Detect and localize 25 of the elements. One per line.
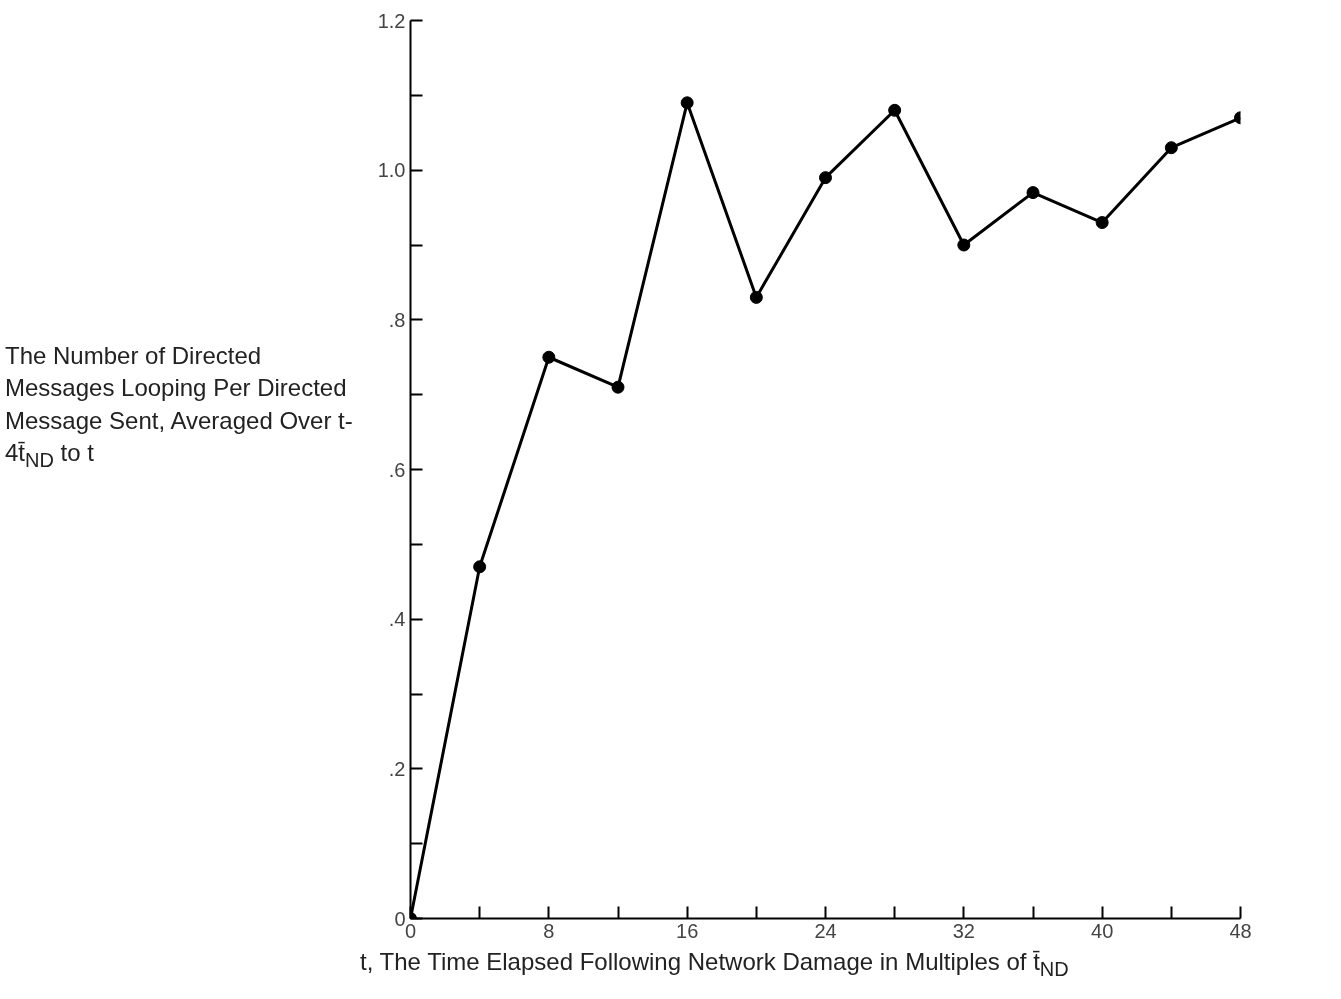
x-axis-title: t, The Time Elapsed Following Network Damage in Multiples of t̄$_{ND}$	[360, 947, 1069, 982]
point	[473, 560, 487, 574]
point	[1026, 186, 1040, 200]
point	[749, 290, 763, 304]
x-tick-label: 24	[814, 919, 837, 942]
point	[542, 350, 556, 364]
y-tick-label: .6	[388, 458, 406, 481]
point	[819, 171, 832, 185]
point	[888, 103, 902, 117]
y-tick-label: .2	[388, 757, 406, 780]
y-tick-label: .4	[388, 608, 406, 631]
point	[1164, 141, 1178, 155]
y-tick-label: .8	[388, 308, 406, 331]
point	[611, 380, 625, 394]
point	[680, 96, 694, 110]
y-axis-title: The Number of Directed Messages Looping Per Directed Message Sent, Averaged Over t-4t̄$_{ND}$ to t	[5, 341, 354, 473]
x-tick-label: 48	[1229, 919, 1252, 942]
y-tick-label: 1.2	[377, 9, 406, 32]
x-tick-label: 32	[952, 919, 975, 942]
y-tick-label: 1.0	[377, 159, 406, 182]
point	[957, 238, 971, 252]
point	[1095, 216, 1109, 230]
x-tick-label: 40	[1091, 919, 1114, 942]
x-tick-label: 16	[676, 919, 699, 942]
x-tick-label: 8	[543, 919, 555, 942]
